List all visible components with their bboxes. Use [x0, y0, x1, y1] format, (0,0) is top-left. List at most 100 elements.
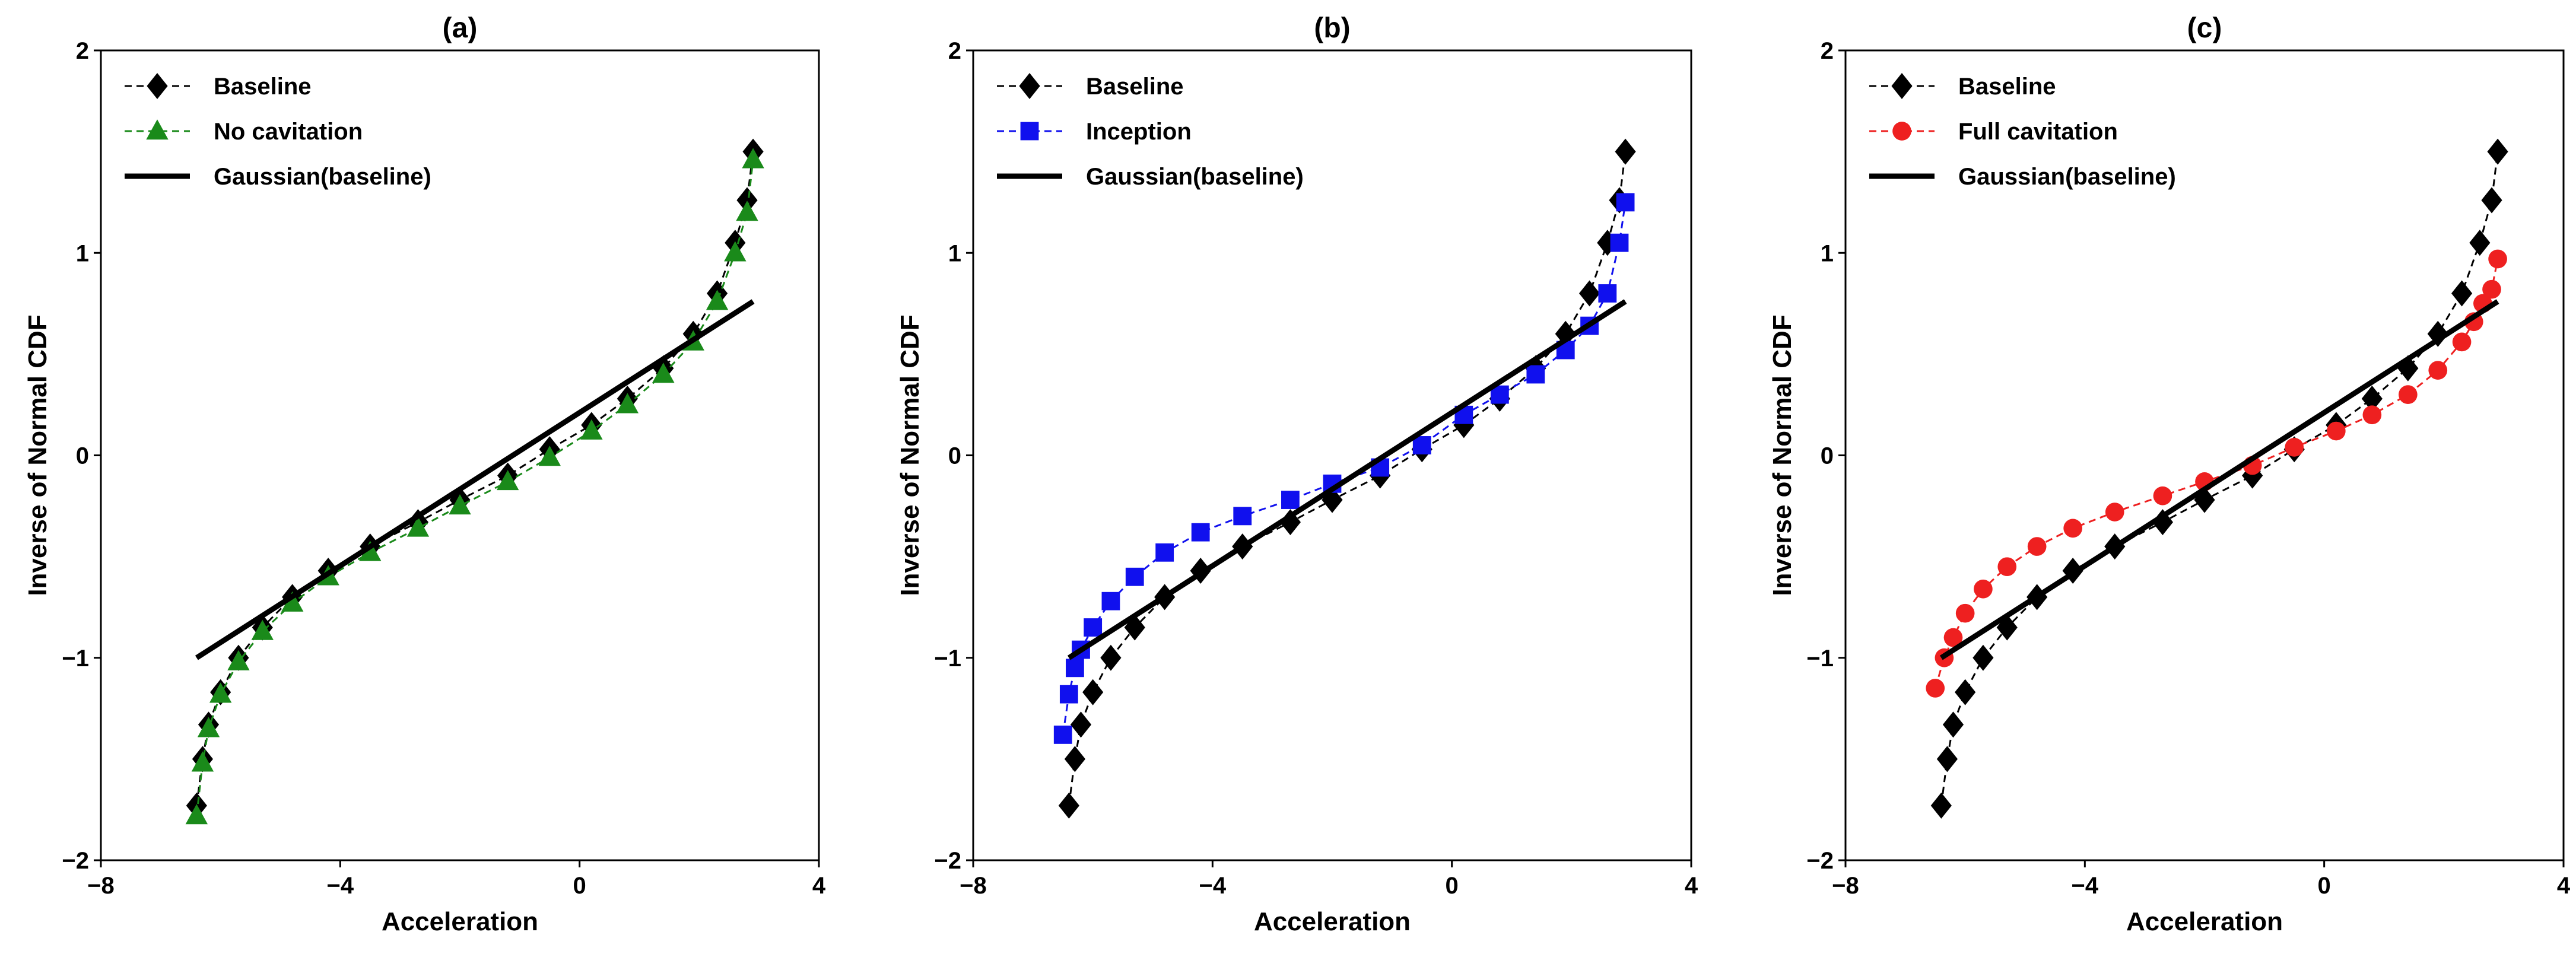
data-point	[1615, 138, 1636, 165]
data-point	[1955, 679, 1976, 705]
panel-title: (a)	[443, 12, 478, 44]
data-point	[1084, 618, 1103, 637]
data-point	[1973, 644, 1994, 671]
data-point	[1955, 603, 1975, 623]
legend-marker	[1019, 73, 1040, 99]
data-point	[2326, 421, 2346, 441]
data-point	[1616, 193, 1635, 212]
data-point	[580, 419, 603, 440]
data-point	[706, 290, 729, 310]
x-tick-label: 0	[573, 873, 586, 899]
y-tick-label: 1	[76, 240, 89, 266]
data-point	[1526, 365, 1545, 384]
legend: Baseline Inception Gaussian(baseline)	[997, 73, 1304, 190]
x-tick-label: −8	[87, 873, 115, 899]
legend-label: Inception	[1086, 119, 1192, 145]
data-point	[736, 187, 758, 214]
data-point	[1059, 685, 1078, 704]
legend-marker	[1892, 122, 1911, 141]
legend: Baseline Full cavitation Gaussian(baseline…	[1869, 73, 2176, 190]
data-point	[1974, 579, 1993, 599]
data-point	[2285, 438, 2304, 457]
legend-marker	[1891, 73, 1913, 99]
legend: Baseline No cavitation Gaussian(baseline)	[125, 73, 431, 190]
y-axis-label: Inverse of Normal CDF	[23, 314, 52, 596]
series-gaussian-baseline	[195, 299, 755, 660]
data-point	[1124, 614, 1145, 641]
data-point	[616, 393, 639, 414]
x-axis-label: Acceleration	[1254, 907, 1411, 936]
x-tick-label: −8	[1832, 873, 1859, 899]
legend-marker	[147, 73, 168, 99]
data-point	[1125, 567, 1144, 586]
y-tick-label: −1	[934, 645, 961, 672]
series-line	[1062, 202, 1627, 735]
y-tick-label: 2	[948, 38, 961, 64]
data-point	[197, 717, 220, 737]
series-gaussian-baseline	[1939, 299, 2499, 660]
data-point	[449, 494, 471, 515]
series-inception	[1053, 193, 1635, 744]
panel-title: (b)	[1314, 12, 1350, 44]
legend-marker	[1020, 122, 1039, 141]
legend-label: Baseline	[214, 74, 312, 100]
data-point	[724, 241, 747, 262]
legend-item: Baseline	[1869, 73, 2056, 100]
panel-title: (c)	[2187, 12, 2222, 44]
series-line	[1067, 299, 1627, 660]
data-point	[2027, 537, 2047, 556]
data-point	[1082, 679, 1104, 705]
data-point	[2428, 361, 2448, 380]
data-point	[1070, 711, 1092, 738]
legend-label: Full cavitation	[1958, 119, 2118, 145]
x-tick-label: 0	[1446, 873, 1459, 899]
y-axis-label: Inverse of Normal CDF	[1768, 314, 1797, 596]
legend-item: Gaussian(baseline)	[125, 164, 431, 190]
x-tick-label: −4	[1199, 873, 1227, 899]
x-tick-label: −8	[960, 873, 987, 899]
data-point	[1926, 679, 1945, 698]
data-point	[1930, 792, 1952, 819]
plot-frame	[1844, 49, 2565, 861]
panel-c: (c) −8 −4 0 4 −2 −1 0 1 2 Acceleration Inverse of N…	[1768, 12, 2571, 936]
legend-label: Gaussian(baseline)	[1958, 164, 2176, 190]
plot-frame	[972, 49, 1692, 861]
series-line	[1934, 259, 2499, 689]
data-point	[538, 446, 561, 466]
y-tick-label: −2	[934, 848, 961, 874]
data-point	[2487, 138, 2508, 165]
series-no-cavitation	[185, 148, 764, 825]
data-point	[1943, 628, 1963, 647]
data-point	[227, 650, 250, 670]
y-tick-label: 0	[76, 443, 89, 469]
series-gaussian-baseline	[1067, 299, 1627, 660]
series-line	[195, 299, 755, 660]
legend-label: Baseline	[1086, 74, 1184, 100]
y-tick-label: −1	[62, 645, 89, 672]
data-point	[2153, 486, 2172, 505]
data-point	[406, 516, 430, 537]
data-point	[2361, 385, 2383, 412]
series-line	[1939, 299, 2499, 660]
y-axis-label: Inverse of Normal CDF	[895, 314, 925, 596]
y-tick-label: 1	[1821, 240, 1834, 266]
x-axis-label: Acceleration	[2126, 907, 2283, 936]
data-point	[1191, 523, 1210, 542]
data-point	[185, 804, 208, 825]
x-tick-label: −4	[2072, 873, 2099, 899]
y-tick-label: 2	[76, 38, 89, 64]
legend-item: Inception	[997, 119, 1192, 145]
y-tick-label: 2	[1821, 38, 1834, 64]
data-point	[496, 470, 519, 491]
y-tick-label: −2	[62, 848, 89, 874]
data-point	[251, 619, 274, 640]
data-point	[652, 362, 675, 383]
y-tick-label: 0	[948, 443, 961, 469]
legend-item: Gaussian(baseline)	[1869, 164, 2176, 190]
legend-label: No cavitation	[214, 119, 363, 145]
data-point	[2481, 187, 2502, 214]
y-tick-label: −2	[1806, 848, 1834, 874]
legend-item: Baseline	[997, 73, 1184, 100]
data-point	[1281, 491, 1300, 509]
